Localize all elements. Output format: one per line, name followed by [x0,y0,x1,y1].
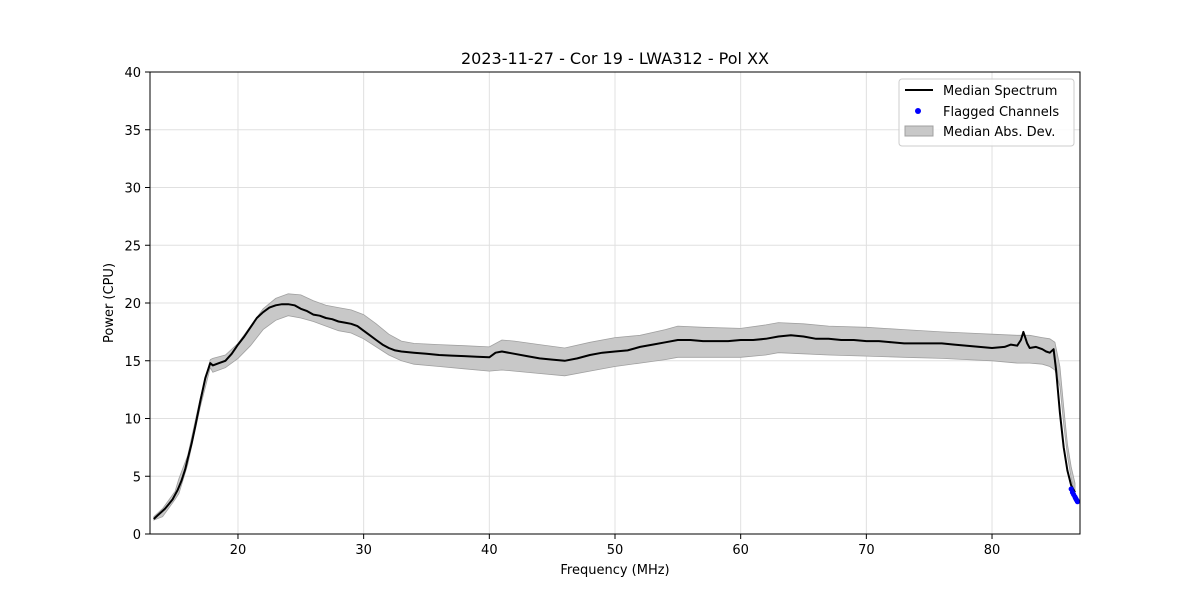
x-tick-label: 70 [858,543,875,558]
x-tick-label: 80 [984,543,1001,558]
y-tick-label: 15 [124,355,141,370]
y-tick-label: 30 [124,182,141,197]
y-tick-label: 35 [124,124,141,139]
median-spectrum-line [153,303,1076,520]
median-spectrum-group [153,303,1076,520]
y-axis-title: Power (CPU) [102,263,117,343]
flagged-channel-point [1074,499,1081,505]
flagged-channels-group [1068,486,1081,505]
legend-dot-swatch [915,108,921,114]
x-tick-label: 40 [481,543,498,558]
legend-box [898,78,1075,147]
y-tick-label: 25 [124,239,141,254]
legend-label-mad: Median Abs. Dev. [943,125,1055,140]
legend: Median Spectrum Flagged Channels Median … [898,78,1075,147]
y-tick-label: 5 [133,470,141,485]
y-tick-label: 0 [133,528,141,543]
x-tick-label: 60 [732,543,749,558]
y-tick-label: 10 [124,413,141,428]
x-tick-label: 50 [607,543,624,558]
chart-title: 2023-11-27 - Cor 19 - LWA312 - Pol XX [461,49,769,68]
y-tick-label: 40 [124,66,141,81]
legend-label-flagged: Flagged Channels [943,105,1059,120]
legend-band-swatch [904,125,934,137]
legend-label-median: Median Spectrum [943,84,1057,99]
x-tick-label: 30 [355,543,372,558]
y-tick-label: 20 [124,297,141,312]
x-axis-title: Frequency (MHz) [560,563,669,578]
x-tick-label: 20 [230,543,247,558]
y-axis-ticks: 0 5 10 15 20 25 30 35 40 [124,66,150,543]
x-axis-ticks: 20 30 40 50 60 70 80 [230,534,1001,558]
